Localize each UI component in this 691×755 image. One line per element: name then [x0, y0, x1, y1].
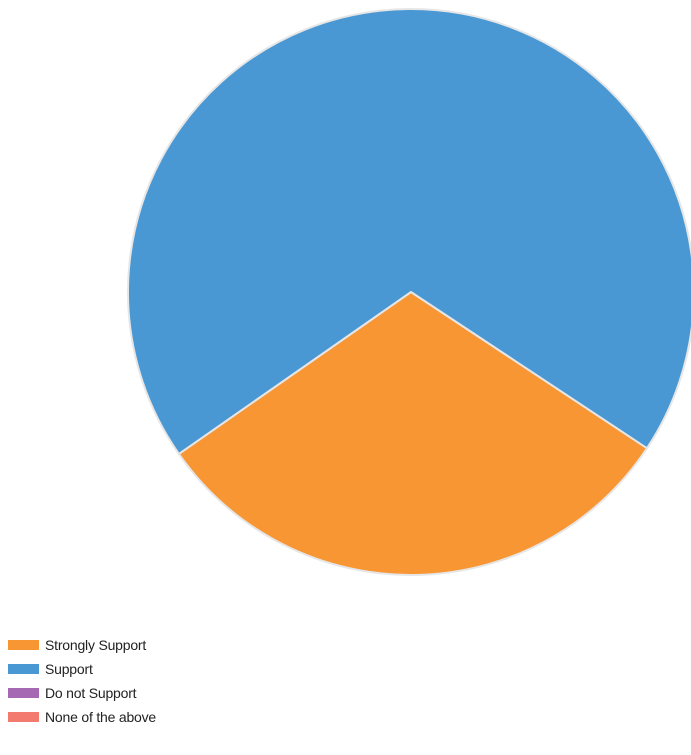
- pie-chart-plot: [127, 8, 691, 576]
- pie-slice-support: [127, 8, 691, 455]
- legend-swatch-support: [8, 664, 39, 674]
- legend-label-none-of-the-above: None of the above: [45, 709, 157, 725]
- legend-swatch-do-not-support: [8, 688, 39, 698]
- legend-swatch-none-of-the-above: [8, 712, 39, 722]
- pie-slice-strongly-support: [177, 291, 648, 576]
- legend-label-do-not-support: Do not Support: [45, 685, 137, 701]
- legend-swatch-strongly-support: [8, 640, 39, 650]
- legend-item-strongly-support: Strongly Support: [8, 633, 308, 657]
- legend-item-none-of-the-above: None of the above: [8, 705, 308, 729]
- chart-legend: Strongly Support Support Do not Support …: [8, 633, 308, 729]
- legend-label-strongly-support: Strongly Support: [45, 637, 147, 653]
- legend-item-support: Support: [8, 657, 308, 681]
- legend-label-support: Support: [45, 661, 93, 677]
- legend-item-do-not-support: Do not Support: [8, 681, 308, 705]
